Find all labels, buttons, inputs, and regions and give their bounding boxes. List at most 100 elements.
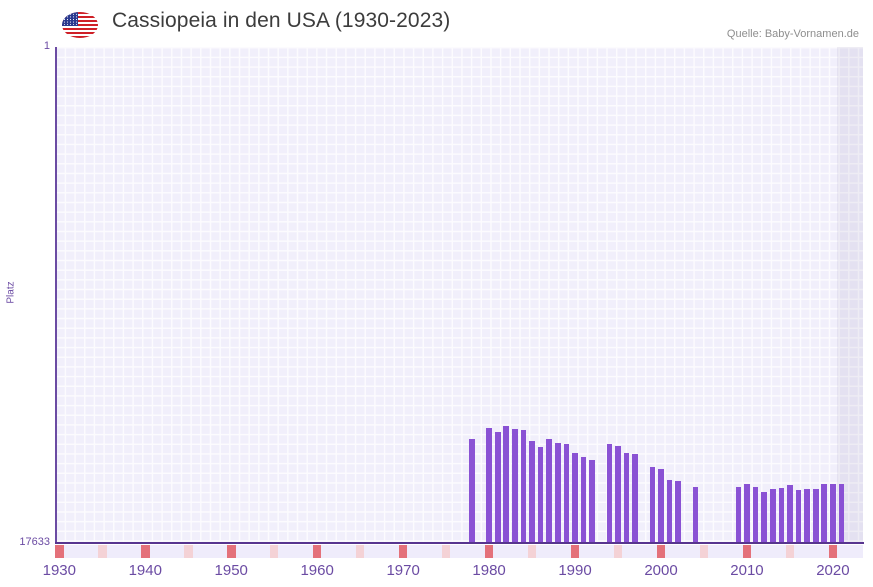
x-tick-cell bbox=[811, 545, 821, 558]
x-tick-cell bbox=[132, 545, 141, 558]
x-tick-cell bbox=[656, 545, 666, 558]
x-tick-cell bbox=[682, 545, 692, 558]
y-axis-top-label: 1 bbox=[43, 40, 50, 52]
x-tick-cell bbox=[123, 545, 133, 558]
x-tick-cell bbox=[501, 545, 511, 558]
x-tick-cell bbox=[691, 545, 700, 558]
x-tick-cell bbox=[304, 545, 313, 558]
bar bbox=[744, 484, 750, 543]
x-tick-cell bbox=[80, 545, 90, 558]
x-tick-cell bbox=[725, 545, 735, 558]
x-tick-cell bbox=[562, 545, 571, 558]
x-tick-cell bbox=[269, 545, 279, 558]
x-tick-cell bbox=[605, 545, 614, 558]
x-tick-cell bbox=[630, 545, 640, 558]
bar bbox=[692, 487, 699, 543]
x-tick-cell bbox=[734, 545, 743, 558]
bar bbox=[735, 486, 742, 543]
x-tick-cell bbox=[828, 545, 838, 558]
x-tick-cell bbox=[854, 545, 863, 558]
bar bbox=[555, 442, 561, 543]
x-tick-cell bbox=[433, 545, 442, 558]
x-tick-cell bbox=[218, 545, 227, 558]
x-tick-cell bbox=[544, 545, 554, 558]
x-tick-cell bbox=[613, 545, 623, 558]
x-tick-cell bbox=[106, 545, 116, 558]
x-tick-cell bbox=[261, 545, 270, 558]
x-tick-cell bbox=[63, 545, 73, 558]
x-axis-tick-label: 1930 bbox=[42, 562, 76, 579]
x-tick-cell bbox=[149, 545, 159, 558]
x-tick-cell bbox=[510, 545, 520, 558]
x-tick-cell bbox=[459, 545, 468, 558]
x-tick-cell bbox=[639, 545, 649, 558]
x-tick-cell bbox=[183, 545, 193, 558]
x-tick-cell bbox=[175, 545, 184, 558]
x-tick-cell bbox=[699, 545, 709, 558]
bar bbox=[512, 428, 518, 543]
bar bbox=[546, 438, 553, 543]
x-tick-cell bbox=[338, 545, 348, 558]
x-tick-cell bbox=[201, 545, 210, 558]
x-axis-tick-label: 2020 bbox=[816, 562, 850, 579]
x-tick-cell bbox=[347, 545, 356, 558]
y-axis-line bbox=[55, 47, 57, 544]
x-tick-cell bbox=[424, 545, 434, 558]
x-tick-cell bbox=[794, 545, 803, 558]
shaded-forecast-band bbox=[837, 47, 863, 543]
x-tick-cell bbox=[416, 545, 425, 558]
x-tick-cell bbox=[209, 545, 219, 558]
x-tick-cell bbox=[527, 545, 537, 558]
x-axis-tick-label: 2010 bbox=[730, 562, 764, 579]
x-tick-cell bbox=[89, 545, 98, 558]
bar bbox=[795, 490, 802, 543]
bar bbox=[675, 480, 682, 543]
bar bbox=[580, 456, 587, 543]
x-tick-cell bbox=[321, 545, 331, 558]
x-tick-cell bbox=[759, 545, 769, 558]
bar bbox=[503, 426, 510, 543]
x-tick-cell bbox=[716, 545, 726, 558]
x-tick-cell bbox=[450, 545, 459, 558]
x-tick-cell bbox=[768, 545, 778, 558]
bar bbox=[666, 479, 673, 543]
x-tick-cell bbox=[287, 545, 296, 558]
x-tick-cell bbox=[398, 545, 408, 558]
x-tick-cell bbox=[570, 545, 580, 558]
x-tick-cell bbox=[364, 545, 374, 558]
bar bbox=[615, 445, 621, 543]
x-tick-cell bbox=[536, 545, 545, 558]
x-tick-cell bbox=[330, 545, 339, 558]
x-tick-cell bbox=[244, 545, 253, 558]
x-tick-cell bbox=[493, 545, 502, 558]
bar bbox=[778, 487, 785, 543]
x-axis-tick-label: 1940 bbox=[128, 562, 162, 579]
x-tick-cell bbox=[467, 545, 477, 558]
bar bbox=[486, 428, 492, 543]
x-tick-cell bbox=[785, 545, 795, 558]
x-tick-cell bbox=[140, 545, 150, 558]
bar bbox=[761, 492, 767, 543]
x-tick-cell bbox=[55, 545, 64, 558]
x-tick-cell bbox=[381, 545, 391, 558]
x-axis-tick-label: 1950 bbox=[214, 562, 248, 579]
x-tick-cell bbox=[441, 545, 451, 558]
x-tick-cell bbox=[158, 545, 167, 558]
x-axis-tick-label: 1970 bbox=[386, 562, 420, 579]
x-tick-cell bbox=[519, 545, 528, 558]
x-axis-tick-label: 1990 bbox=[558, 562, 592, 579]
x-axis-tick-label: 2000 bbox=[644, 562, 678, 579]
x-tick-cell bbox=[252, 545, 262, 558]
x-tick-cell bbox=[295, 545, 305, 558]
x-tick-cell bbox=[742, 545, 752, 558]
x-tick-cell bbox=[579, 545, 588, 558]
x-tick-cell bbox=[751, 545, 760, 558]
bar bbox=[830, 484, 836, 543]
us-flag-icon bbox=[62, 12, 98, 38]
grid-background bbox=[55, 47, 863, 543]
x-tick-cell bbox=[665, 545, 674, 558]
grid-overlay bbox=[55, 47, 863, 543]
x-tick-cell bbox=[596, 545, 606, 558]
bar bbox=[520, 430, 527, 543]
